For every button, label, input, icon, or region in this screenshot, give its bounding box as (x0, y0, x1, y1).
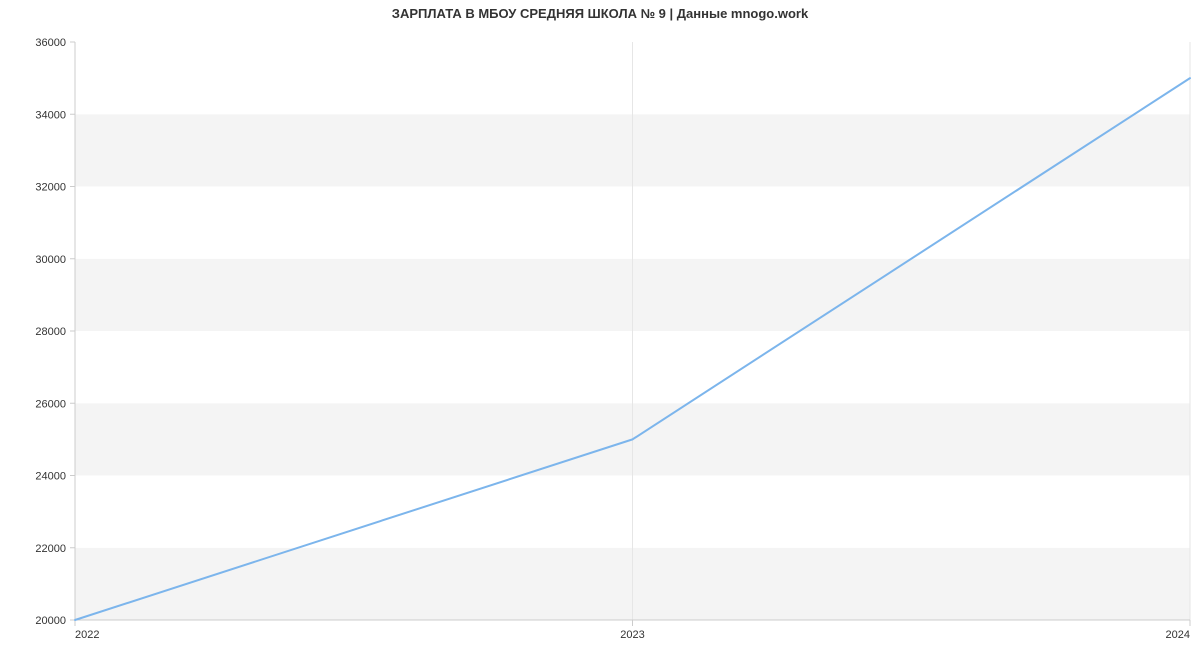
chart-title: ЗАРПЛАТА В МБОУ СРЕДНЯЯ ШКОЛА № 9 | Данн… (0, 6, 1200, 21)
chart-svg: 20000 22000 24000 26000 28000 30000 32000 34000… (0, 0, 1200, 650)
y-tick-label: 34000 (35, 109, 66, 121)
x-tick-label: 2023 (620, 629, 644, 641)
y-tick-label: 20000 (35, 615, 66, 627)
y-tick-label: 28000 (35, 326, 66, 338)
y-tick-label: 32000 (35, 182, 66, 194)
y-tick-label: 24000 (35, 471, 66, 483)
y-tick-label: 22000 (35, 543, 66, 555)
y-tick-label: 30000 (35, 254, 66, 266)
x-tick-label: 2024 (1166, 629, 1190, 641)
y-tick-label: 36000 (35, 37, 66, 49)
salary-line-chart: ЗАРПЛАТА В МБОУ СРЕДНЯЯ ШКОЛА № 9 | Данн… (0, 0, 1200, 650)
y-tick-label: 26000 (35, 398, 66, 410)
x-tick-label: 2022 (75, 629, 99, 641)
